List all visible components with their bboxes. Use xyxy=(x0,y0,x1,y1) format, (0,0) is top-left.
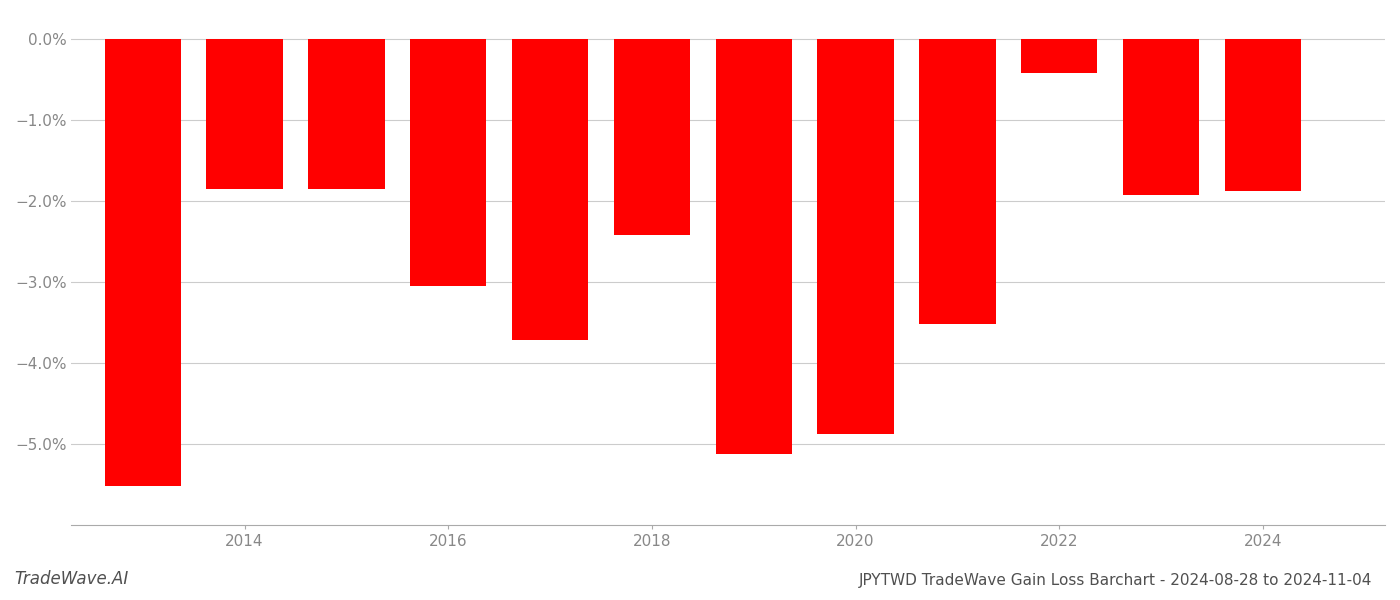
Bar xyxy=(308,39,385,189)
Bar xyxy=(920,39,995,324)
Text: JPYTWD TradeWave Gain Loss Barchart - 2024-08-28 to 2024-11-04: JPYTWD TradeWave Gain Loss Barchart - 20… xyxy=(858,573,1372,588)
Bar xyxy=(613,39,690,235)
Bar xyxy=(512,39,588,340)
Bar xyxy=(1123,39,1200,195)
Bar xyxy=(105,39,181,486)
Bar xyxy=(206,39,283,189)
Bar xyxy=(818,39,893,434)
Bar xyxy=(410,39,486,286)
Bar xyxy=(715,39,792,454)
Text: TradeWave.AI: TradeWave.AI xyxy=(14,570,129,588)
Bar xyxy=(1225,39,1301,191)
Bar xyxy=(1021,39,1098,73)
